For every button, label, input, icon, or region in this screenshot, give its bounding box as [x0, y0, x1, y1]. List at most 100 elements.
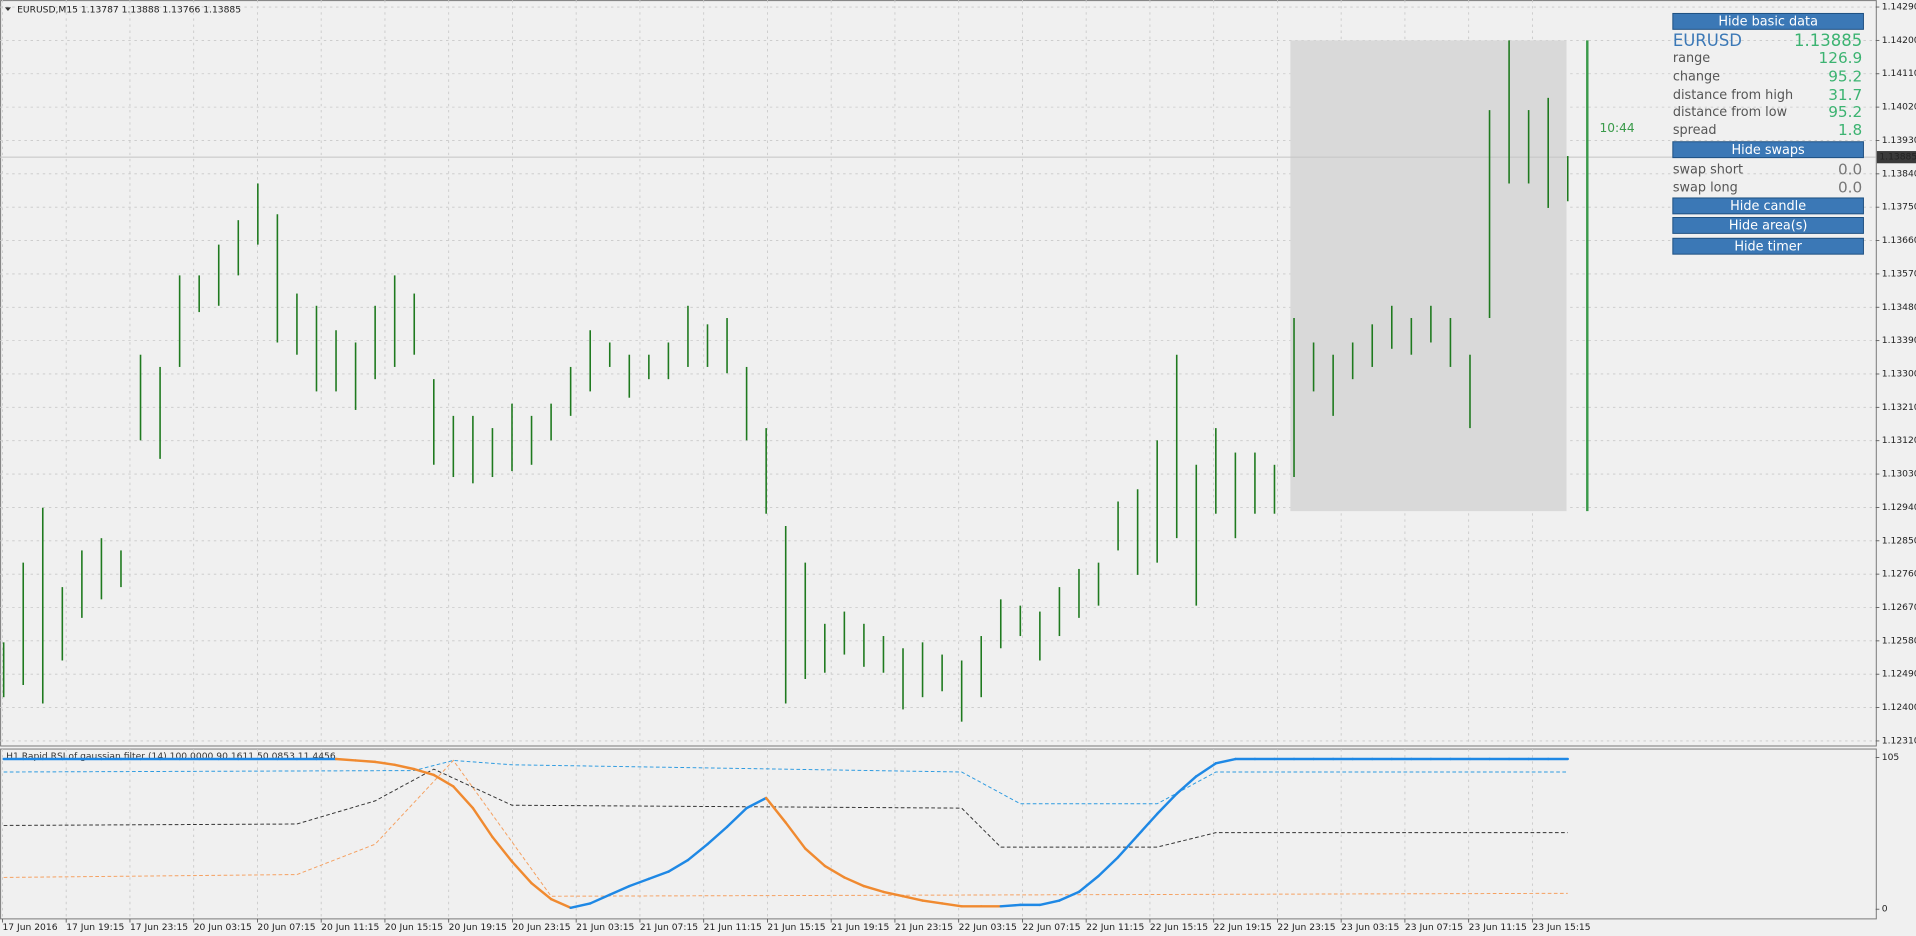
button-face[interactable] — [1672, 237, 1864, 255]
panel-button[interactable]: Hide timer — [1672, 237, 1864, 255]
button-face[interactable] — [1672, 12, 1864, 30]
x-tick-label: 23 Jun 15:15 — [1532, 922, 1590, 933]
row-label: range — [1673, 51, 1710, 66]
rsi-segment — [432, 773, 455, 788]
y-tick-label: 1.12670 — [1882, 602, 1916, 613]
rsi-segment — [706, 825, 729, 846]
rsi-segment — [862, 884, 885, 894]
rsi-segment — [608, 884, 631, 896]
x-tick-label: 20 Jun 15:15 — [385, 922, 443, 933]
panel-button[interactable]: Hide area(s) — [1672, 217, 1864, 234]
button-label[interactable]: Hide candle — [1730, 199, 1806, 214]
y-tick-label: 0 — [1882, 904, 1888, 915]
row-value: 95.2 — [1828, 67, 1862, 85]
button-label[interactable]: Hide area(s) — [1729, 219, 1808, 234]
y-tick-label: 1.13210 — [1882, 402, 1916, 413]
x-tick-label: 21 Jun 03:15 — [576, 922, 634, 933]
rsi-segment — [491, 835, 514, 863]
y-tick-label: 1.13120 — [1882, 435, 1916, 446]
row-value: 31.7 — [1828, 86, 1862, 104]
range-area — [1290, 40, 1567, 512]
rsi-segment — [647, 870, 670, 881]
rsi-segment — [569, 902, 592, 909]
rsi-segment — [764, 796, 787, 824]
current-price-box — [1876, 151, 1916, 164]
x-tick-label: 20 Jun 11:15 — [321, 922, 379, 933]
x-tick-label: 22 Jun 15:15 — [1150, 922, 1208, 933]
x-tick-label: 17 Jun 23:15 — [130, 922, 188, 933]
rsi-segment — [1116, 834, 1139, 859]
swap-label: swap long — [1673, 181, 1738, 196]
x-tick-label: 23 Jun 11:15 — [1469, 922, 1527, 933]
y-tick-label: 1.13570 — [1882, 268, 1916, 279]
rsi-segment — [940, 902, 963, 908]
rsi-segment — [549, 897, 572, 909]
rsi-segment — [882, 890, 905, 898]
menu-arrow — [4, 7, 12, 11]
signal-band — [3, 759, 1568, 805]
row-value: 1.8 — [1838, 121, 1862, 139]
row-label: spread — [1673, 123, 1717, 138]
x-tick-label: 20 Jun 07:15 — [257, 922, 315, 933]
rsi-segment — [686, 843, 709, 862]
row-label: distance from low — [1673, 105, 1787, 120]
rsi-segment — [784, 821, 807, 850]
rsi-segment — [530, 881, 553, 901]
y-tick-label: 1.13300 — [1882, 368, 1916, 379]
y-tick-label: 1.13750 — [1882, 202, 1916, 213]
x-tick-label: 21 Jun 15:15 — [767, 922, 825, 933]
rsi-segment — [725, 806, 748, 829]
current-price-label: 1.13885 — [1879, 152, 1916, 163]
row-value: 95.2 — [1828, 103, 1862, 121]
price-frame — [0, 0, 1877, 747]
info-panel: Hide basic data Hide swaps Hide candle Hide… — [1672, 12, 1864, 255]
button-face[interactable] — [1672, 197, 1864, 215]
y-tick-label: 1.12760 — [1882, 569, 1916, 580]
x-tick-label: 22 Jun 23:15 — [1277, 922, 1335, 933]
rsi-segment — [1077, 874, 1100, 894]
swap-value: 0.0 — [1838, 160, 1862, 178]
swap-label: swap short — [1673, 162, 1743, 177]
y-tick-label: 1.14110 — [1882, 68, 1916, 79]
button-label[interactable]: Hide basic data — [1718, 14, 1818, 29]
x-tick-label: 22 Jun 11:15 — [1086, 922, 1144, 933]
panel-button[interactable]: Hide candle — [1672, 197, 1864, 215]
y-tick-label: 1.13480 — [1882, 302, 1916, 313]
x-tick-label: 23 Jun 03:15 — [1341, 922, 1399, 933]
rsi-segment — [1136, 812, 1159, 837]
rsi-segment — [1195, 762, 1218, 778]
rsi-segment — [667, 858, 690, 873]
y-tick-label: 1.12940 — [1882, 502, 1916, 513]
rsi-segment — [804, 847, 827, 868]
button-label[interactable]: Hide swaps — [1732, 143, 1806, 158]
rsi-segment — [1097, 855, 1120, 878]
rsi-segment — [921, 899, 944, 905]
x-tick-label: 21 Jun 07:15 — [640, 922, 698, 933]
x-tick-label: 21 Jun 23:15 — [895, 922, 953, 933]
y-tick-label: 105 — [1882, 752, 1900, 763]
panel-button[interactable]: Hide swaps — [1672, 141, 1864, 159]
rsi-segment — [901, 894, 924, 902]
y-tick-label: 1.12580 — [1882, 635, 1916, 646]
row-label: change — [1673, 69, 1720, 84]
symbol-price: 1.13885 — [1794, 31, 1862, 50]
panel-button[interactable]: Hide basic data — [1672, 12, 1864, 30]
button-label[interactable]: Hide timer — [1734, 239, 1802, 254]
y-tick-label: 1.13840 — [1882, 168, 1916, 179]
rsi-segment — [1058, 890, 1081, 902]
rsi-segment — [843, 876, 866, 888]
button-face[interactable] — [1672, 217, 1864, 234]
indicator-chart: H1 Rapid RSI of gaussian filter (14) 100… — [2, 751, 1900, 915]
x-tick-label: 20 Jun 19:15 — [449, 922, 507, 933]
y-tick-label: 1.13930 — [1882, 135, 1916, 146]
button-face[interactable] — [1672, 141, 1864, 159]
x-tick-label: 17 Jun 2016 — [2, 922, 57, 933]
swap-value: 0.0 — [1838, 179, 1862, 197]
indicator-frame — [0, 748, 1877, 920]
y-tick-label: 1.13660 — [1882, 235, 1916, 246]
x-tick-label: 20 Jun 23:15 — [512, 922, 570, 933]
row-label: distance from high — [1673, 88, 1793, 103]
rsi-segment — [510, 860, 533, 885]
